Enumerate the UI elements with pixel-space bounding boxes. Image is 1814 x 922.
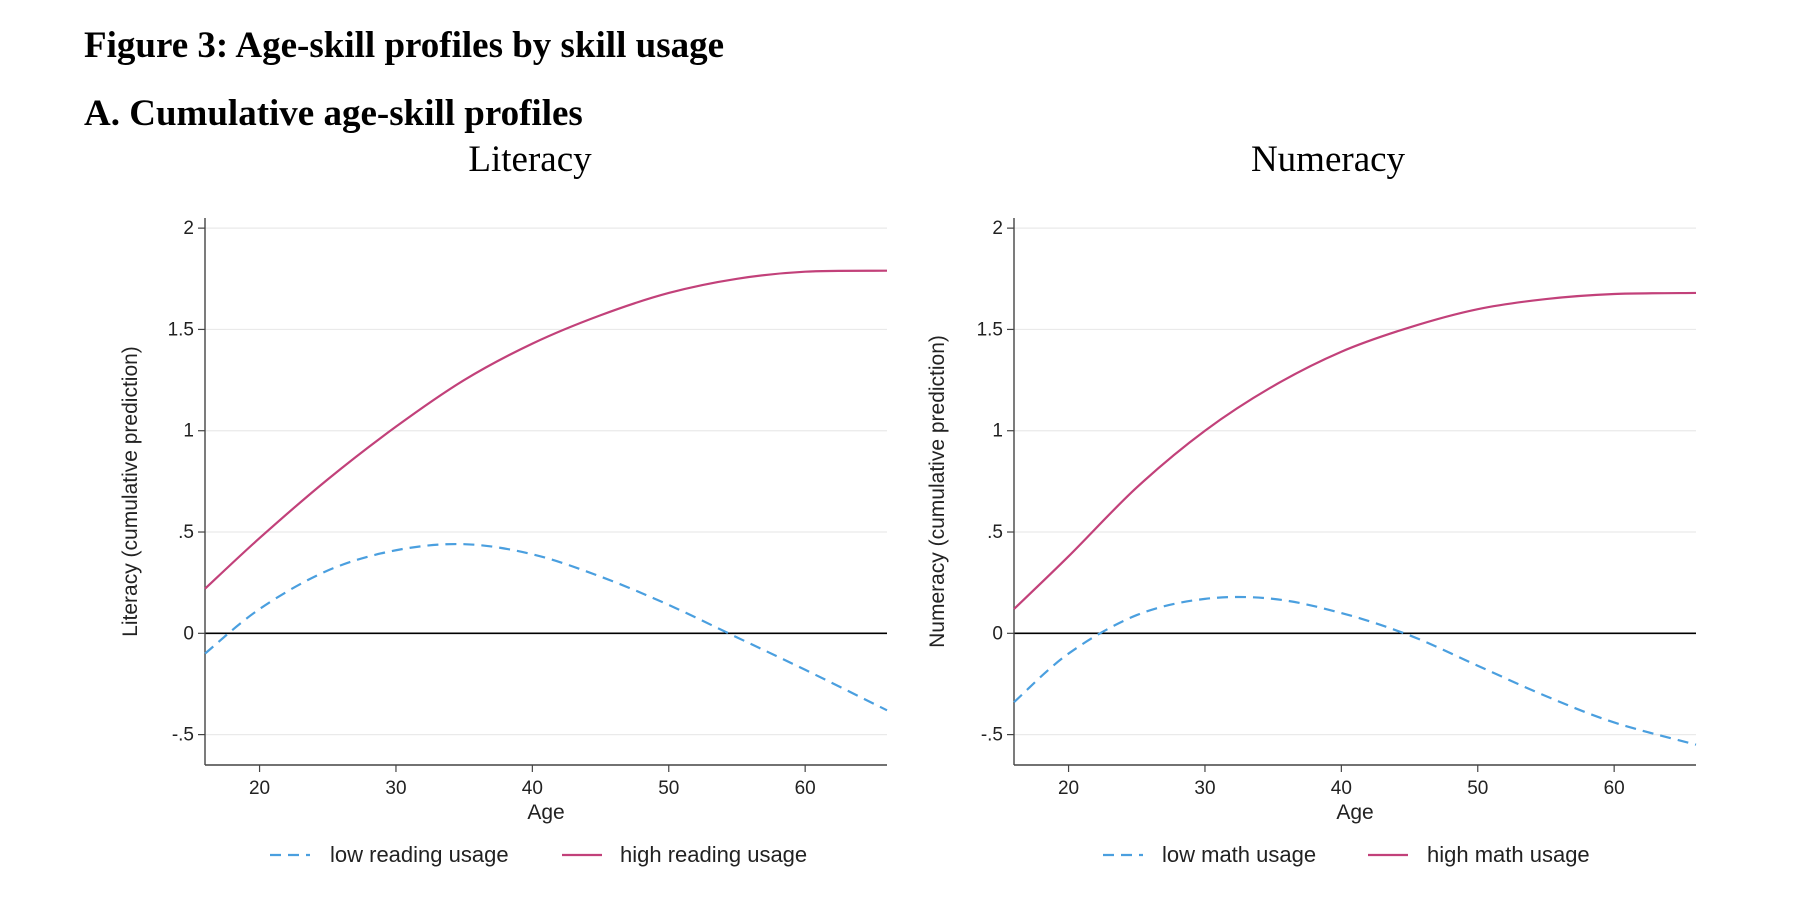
literacy-legend-label: high reading usage [620,842,807,867]
numeracy-y-tick-label: .5 [987,522,1003,543]
numeracy-x-tick-label: 30 [1194,778,1215,799]
numeracy-plot: -.5 0 .5 1 1.5 2 20 30 40 50 60 Age Numeracy (cumula… [926,218,1697,867]
numeracy-y-tick-label: -.5 [981,725,1003,746]
numeracy-y-tick-label: 1.5 [977,319,1003,340]
numeracy-x-tick-label: 20 [1058,778,1079,799]
panel-title: A. Cumulative age-skill profiles [84,93,583,134]
numeracy-chart-title: Numeracy [1250,139,1406,180]
literacy-y-tick-label: 1.5 [168,319,194,340]
literacy-plot: -.5 0 .5 1 1.5 2 20 30 40 50 60 Age Literacy (cumula… [119,218,888,867]
numeracy-y-tick-label: 2 [992,218,1003,239]
numeracy-legend-label: high math usage [1427,842,1590,867]
literacy-y-tick-label: 2 [183,218,194,239]
figure-title: Figure 3: Age-skill profiles by skill us… [84,25,725,66]
numeracy-y-tick-label: 0 [992,623,1003,644]
numeracy-series-low-line [1013,595,1697,746]
numeracy-legend-label: low math usage [1162,842,1316,867]
literacy-y-tick-label: 1 [183,421,194,442]
literacy-y-axis-label: Literacy (cumulative prediction) [119,346,142,637]
numeracy-y-axis-label: Numeracy (cumulative prediction) [926,335,949,648]
literacy-x-tick-label: 60 [795,778,816,799]
literacy-x-tick-label: 30 [385,778,406,799]
literacy-series-high-line [204,269,888,590]
literacy-y-tick-label: .5 [178,522,194,543]
literacy-x-axis-label: Age [527,801,564,824]
numeracy-x-axis-label: Age [1336,801,1373,824]
literacy-y-tick-label: -.5 [172,725,194,746]
numeracy-y-tick-label: 1 [992,421,1003,442]
literacy-legend-label: low reading usage [330,842,509,867]
literacy-chart-title: Literacy [468,139,592,180]
literacy-y-tick-label: 0 [183,623,194,644]
numeracy-x-tick-label: 40 [1331,778,1352,799]
literacy-x-tick-label: 40 [522,778,543,799]
numeracy-x-tick-label: 50 [1467,778,1488,799]
numeracy-series-high-line [1013,291,1697,610]
literacy-x-tick-label: 50 [658,778,679,799]
literacy-series-low-line [204,542,888,712]
numeracy-x-tick-label: 60 [1604,778,1625,799]
literacy-x-tick-label: 20 [249,778,270,799]
